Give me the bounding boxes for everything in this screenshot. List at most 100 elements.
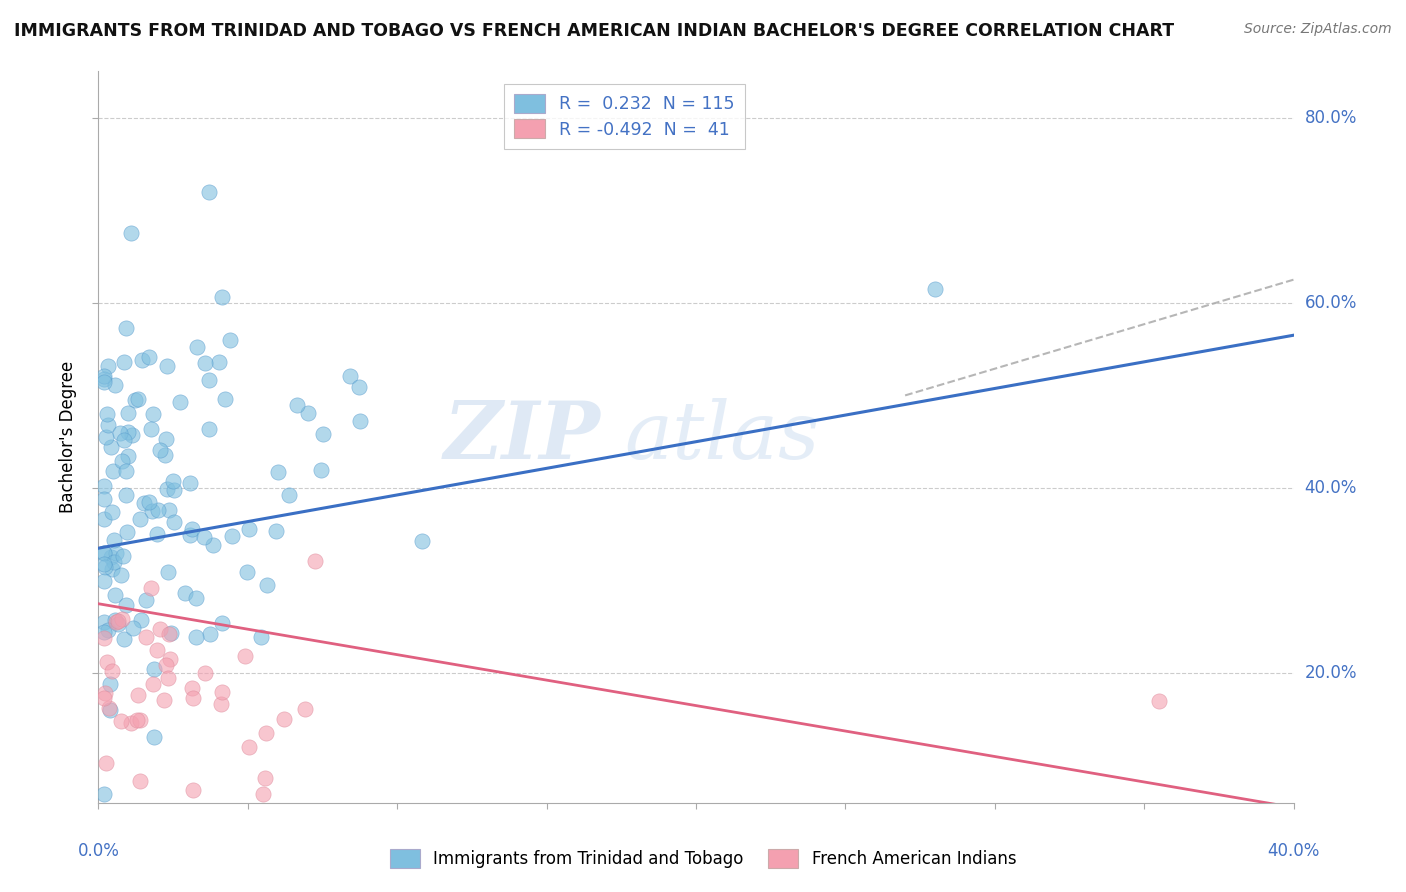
- Point: [193, 666, 215, 681]
- Point: [139, 582, 162, 596]
- Point: [129, 613, 152, 627]
- Point: [142, 407, 165, 421]
- Point: [98, 676, 121, 690]
- Point: [93, 574, 115, 589]
- Point: [208, 355, 231, 369]
- Point: [101, 562, 124, 576]
- Point: [100, 549, 122, 564]
- Point: [256, 578, 278, 592]
- Point: [312, 426, 335, 441]
- Point: [96, 655, 118, 669]
- Point: [209, 697, 232, 711]
- Point: [252, 787, 274, 801]
- Point: [117, 406, 139, 420]
- Point: [173, 586, 195, 600]
- Text: IMMIGRANTS FROM TRINIDAD AND TOBAGO VS FRENCH AMERICAN INDIAN BACHELOR'S DEGREE : IMMIGRANTS FROM TRINIDAD AND TOBAGO VS F…: [14, 22, 1174, 40]
- Point: [141, 422, 163, 436]
- Point: [266, 524, 288, 538]
- Point: [108, 426, 131, 441]
- Point: [250, 631, 273, 645]
- Point: [97, 623, 120, 637]
- Point: [112, 355, 135, 369]
- Point: [202, 538, 225, 552]
- Point: [93, 368, 115, 383]
- Point: [93, 375, 115, 389]
- Text: 0.0%: 0.0%: [77, 842, 120, 860]
- Point: [160, 626, 183, 640]
- Point: [309, 463, 332, 477]
- Point: [104, 613, 127, 627]
- Point: [93, 615, 115, 630]
- Point: [294, 702, 316, 716]
- Point: [135, 630, 157, 644]
- Point: [145, 642, 167, 657]
- Point: [128, 774, 150, 789]
- Point: [120, 716, 142, 731]
- Point: [117, 449, 139, 463]
- Point: [157, 565, 180, 579]
- Point: [211, 290, 233, 304]
- Point: [163, 515, 186, 529]
- Point: [180, 681, 202, 695]
- Point: [93, 546, 115, 560]
- Point: [162, 474, 184, 488]
- Point: [211, 685, 233, 699]
- Point: [124, 392, 146, 407]
- Point: [184, 591, 207, 605]
- Point: [193, 530, 215, 544]
- Point: [93, 787, 115, 801]
- Point: [238, 739, 260, 754]
- Point: [93, 479, 115, 493]
- Point: [94, 686, 117, 700]
- Point: [112, 632, 135, 646]
- Point: [112, 549, 135, 563]
- Point: [100, 505, 122, 519]
- Point: [96, 407, 118, 421]
- Point: [103, 556, 125, 570]
- Text: ZIP: ZIP: [443, 399, 600, 475]
- Point: [105, 546, 128, 560]
- Point: [93, 491, 115, 506]
- Point: [107, 617, 129, 632]
- Point: [138, 350, 160, 364]
- Point: [157, 626, 180, 640]
- Point: [107, 614, 129, 628]
- Point: [1147, 694, 1170, 708]
- Point: [179, 528, 201, 542]
- Point: [157, 671, 180, 685]
- Point: [149, 442, 172, 457]
- Point: [221, 529, 243, 543]
- Point: [121, 428, 143, 442]
- Point: [115, 525, 138, 540]
- Point: [198, 627, 221, 641]
- Point: [304, 554, 326, 568]
- Point: [125, 713, 148, 727]
- Point: [93, 624, 115, 639]
- Point: [169, 394, 191, 409]
- Point: [97, 359, 120, 373]
- Point: [156, 482, 179, 496]
- Point: [214, 392, 236, 406]
- Point: [233, 649, 256, 664]
- Point: [103, 464, 125, 478]
- Point: [181, 691, 204, 706]
- Point: [179, 475, 201, 490]
- Point: [114, 599, 136, 613]
- Point: [114, 487, 136, 501]
- Point: [94, 560, 117, 574]
- Point: [143, 731, 166, 745]
- Point: [105, 615, 128, 629]
- Point: [194, 356, 217, 370]
- Point: [411, 533, 433, 548]
- Point: [127, 392, 149, 406]
- Point: [131, 352, 153, 367]
- Point: [93, 512, 115, 526]
- Point: [349, 414, 371, 428]
- Text: 60.0%: 60.0%: [1305, 293, 1357, 312]
- Point: [277, 488, 299, 502]
- Point: [110, 568, 132, 582]
- Point: [924, 282, 946, 296]
- Point: [238, 522, 260, 536]
- Point: [153, 693, 176, 707]
- Point: [180, 522, 202, 536]
